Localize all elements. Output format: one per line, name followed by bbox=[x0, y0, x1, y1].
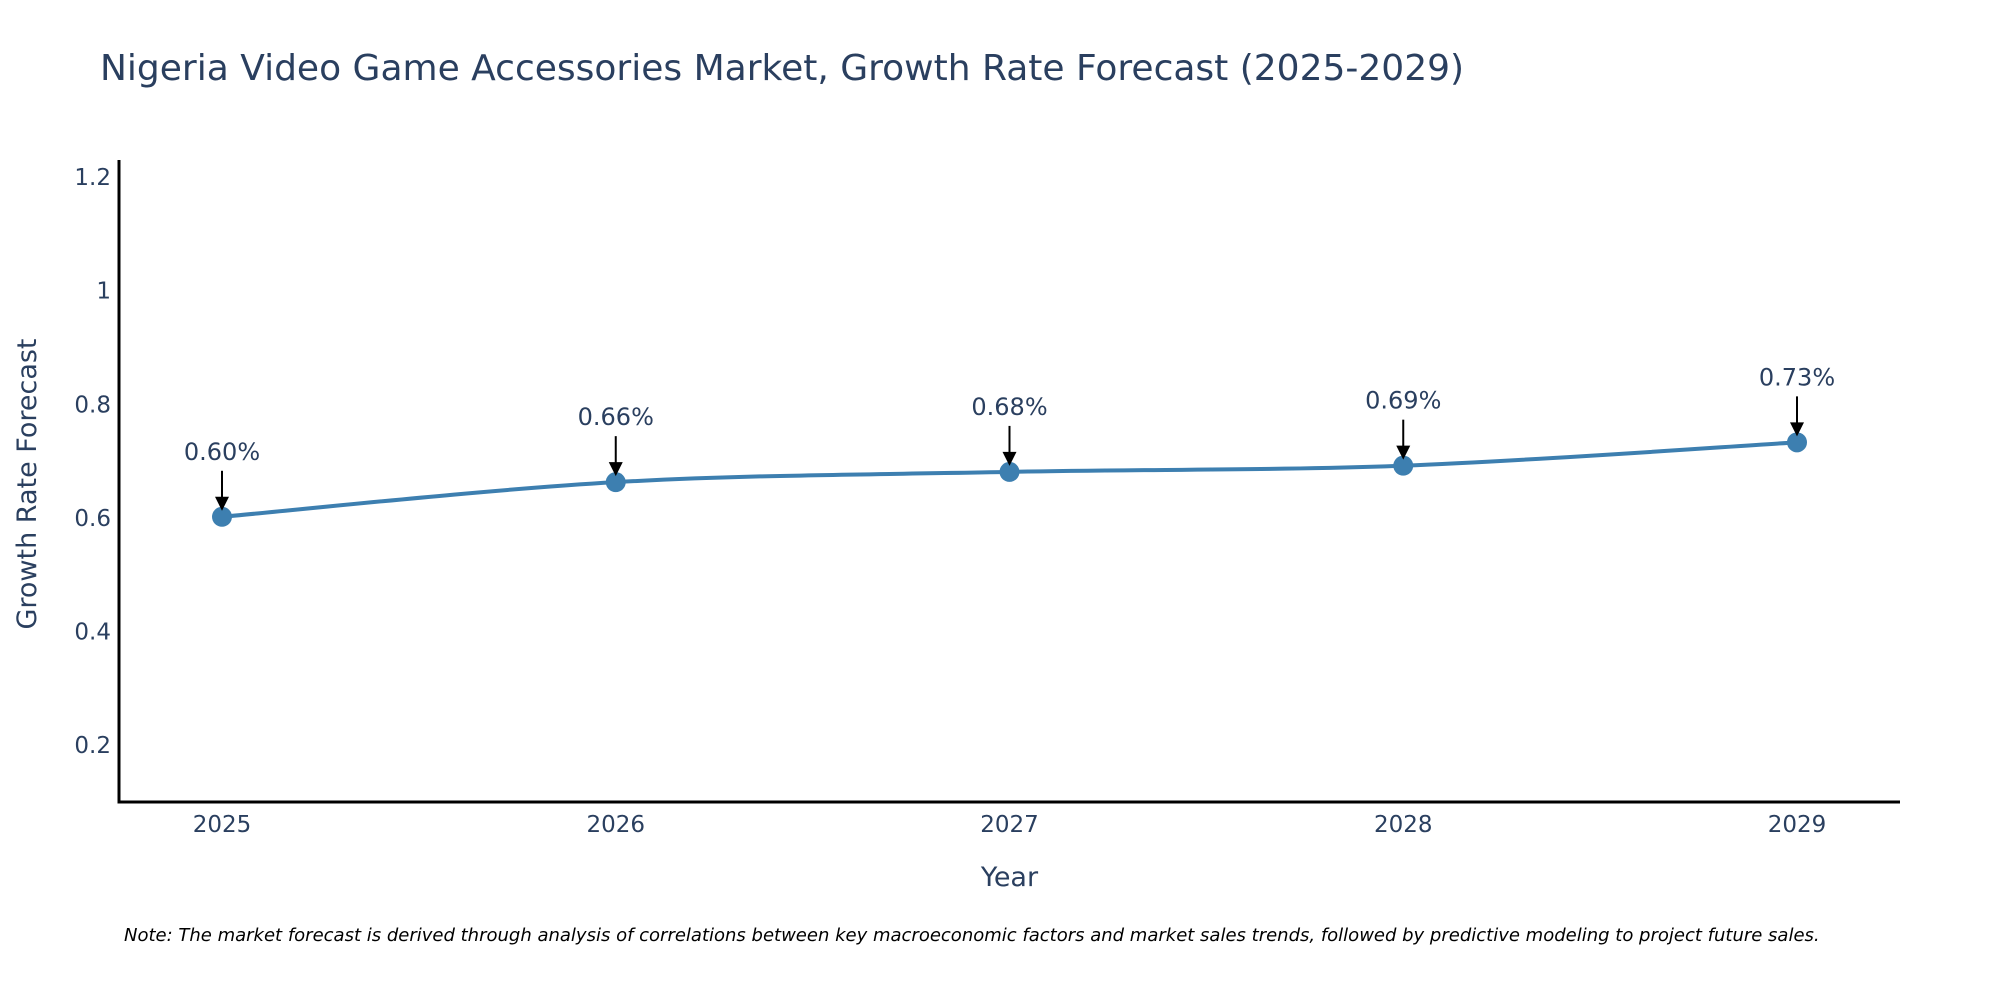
y-tick-label: 1.2 bbox=[74, 165, 111, 191]
data-point bbox=[1393, 455, 1414, 476]
data-point bbox=[1787, 432, 1807, 453]
x-tick-label: 2027 bbox=[980, 812, 1039, 838]
annotation-arrowhead bbox=[1396, 445, 1411, 460]
y-axis-title: Growth Rate Forecast bbox=[12, 338, 43, 629]
y-tick-label: 1 bbox=[96, 279, 111, 305]
x-tick-label: 2025 bbox=[193, 812, 252, 838]
x-tick-label: 2026 bbox=[586, 812, 645, 838]
x-tick-label: 2028 bbox=[1374, 812, 1433, 838]
data-label: 0.66% bbox=[578, 403, 654, 431]
x-axis-ticks: 2025 2026 2027 2028 2029 bbox=[193, 812, 1827, 838]
footnote: Note: The market forecast is derived thr… bbox=[124, 925, 1820, 946]
data-label: 0.73% bbox=[1759, 363, 1835, 391]
chart-title: Nigeria Video Game Accessories Market, G… bbox=[100, 48, 1464, 89]
annotation-arrowhead bbox=[215, 496, 229, 511]
annotation-arrowhead bbox=[608, 462, 623, 477]
y-tick-label: 0.8 bbox=[74, 392, 111, 418]
data-annotations: 0.60% 0.66% 0.68% 0.69% 0.73% bbox=[184, 363, 1835, 511]
data-point bbox=[999, 461, 1020, 482]
series-markers bbox=[212, 432, 1807, 527]
data-label: 0.69% bbox=[1365, 387, 1441, 415]
y-tick-label: 0.4 bbox=[74, 620, 111, 646]
data-point bbox=[212, 506, 232, 527]
data-label: 0.68% bbox=[971, 393, 1047, 421]
y-axis-ticks: 0.2 0.4 0.6 0.8 1 1.2 bbox=[74, 165, 111, 759]
annotation-arrowhead bbox=[1002, 451, 1017, 466]
x-axis-title: Year bbox=[980, 862, 1039, 893]
x-tick-label: 2029 bbox=[1768, 812, 1827, 838]
data-point bbox=[605, 472, 626, 493]
y-tick-label: 0.2 bbox=[74, 733, 111, 759]
data-label: 0.60% bbox=[184, 438, 260, 466]
annotation-arrowhead bbox=[1790, 422, 1804, 437]
y-tick-label: 0.6 bbox=[74, 506, 111, 532]
